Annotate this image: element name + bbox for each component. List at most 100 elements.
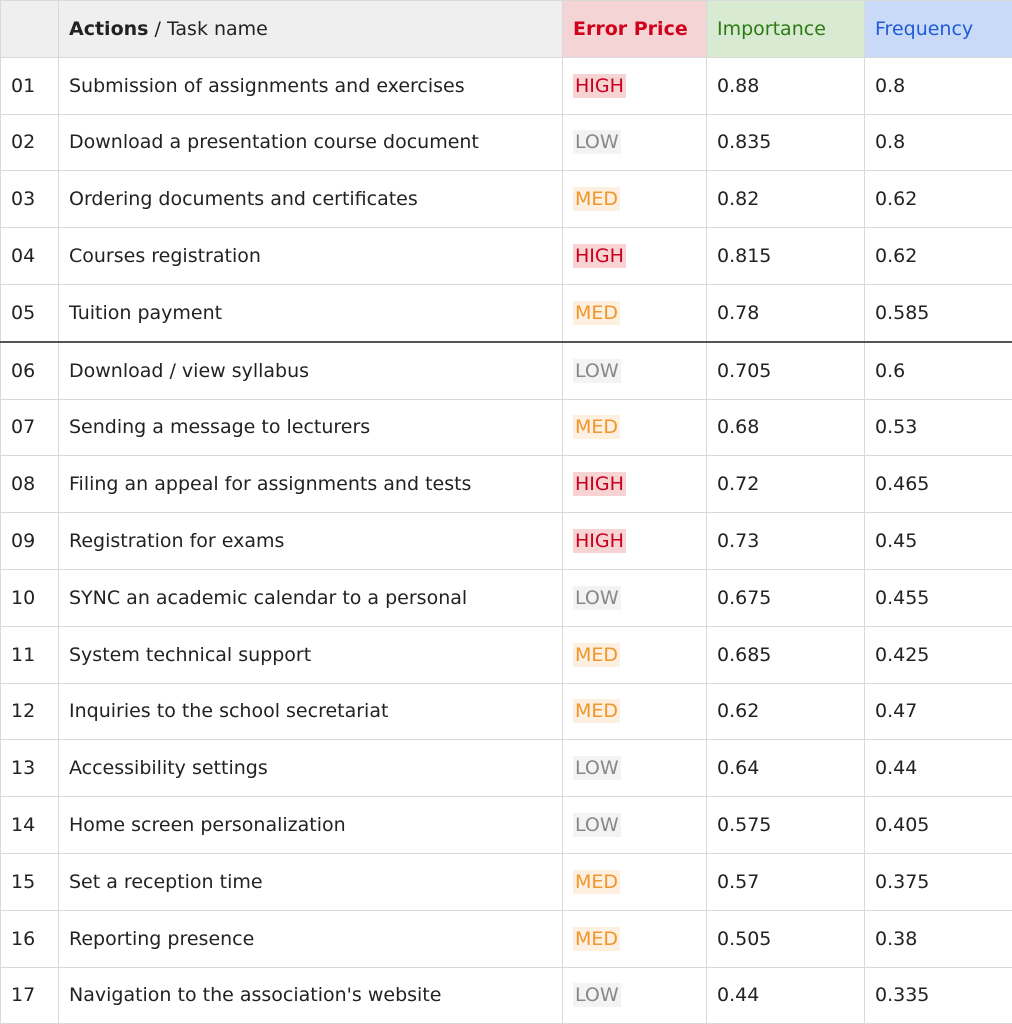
importance: 0.505 bbox=[706, 909, 865, 968]
importance: 0.685 bbox=[706, 625, 865, 684]
error-price-badge: HIGH bbox=[573, 244, 626, 269]
row-number: 08 bbox=[0, 455, 59, 514]
frequency: 0.585 bbox=[864, 283, 1012, 343]
table-row: 14 Home screen personalization LOW 0.575 0.4… bbox=[0, 796, 1012, 854]
row-number: 13 bbox=[0, 739, 59, 798]
importance: 0.815 bbox=[706, 227, 865, 285]
table-row: 05 Tuition payment MED 0.78 0.585 bbox=[0, 283, 1012, 343]
frequency: 0.62 bbox=[864, 170, 1012, 229]
importance: 0.835 bbox=[706, 113, 865, 172]
error-price-cell: LOW bbox=[562, 739, 707, 798]
task-name: Tuition payment bbox=[58, 283, 563, 343]
importance: 0.44 bbox=[706, 966, 865, 1024]
error-price-cell: LOW bbox=[562, 568, 707, 627]
frequency: 0.405 bbox=[864, 796, 1012, 854]
row-number: 10 bbox=[0, 568, 59, 627]
task-name: Courses registration bbox=[58, 227, 563, 285]
importance: 0.88 bbox=[706, 56, 865, 115]
importance: 0.72 bbox=[706, 455, 865, 514]
header-task: Actions / Task name bbox=[58, 0, 563, 58]
task-name: Inquiries to the school secretariat bbox=[58, 682, 563, 741]
error-price-badge: MED bbox=[573, 187, 621, 212]
row-number: 12 bbox=[0, 682, 59, 741]
table-row: 02 Download a presentation course documen… bbox=[0, 113, 1012, 172]
table-row: 13 Accessibility settings LOW 0.64 0.44 bbox=[0, 739, 1012, 798]
error-price-badge: MED bbox=[573, 300, 621, 325]
error-price-cell: MED bbox=[562, 170, 707, 229]
task-name: Registration for exams bbox=[58, 512, 563, 570]
error-price-cell: MED bbox=[562, 625, 707, 684]
error-price-badge: HIGH bbox=[573, 73, 626, 98]
error-price-cell: MED bbox=[562, 852, 707, 911]
error-price-badge: MED bbox=[573, 926, 621, 951]
table-row: 16 Reporting presence MED 0.505 0.38 bbox=[0, 909, 1012, 968]
task-name: Home screen personalization bbox=[58, 796, 563, 854]
error-price-cell: HIGH bbox=[562, 56, 707, 115]
frequency: 0.465 bbox=[864, 455, 1012, 514]
header-task-bold: Actions bbox=[69, 17, 149, 40]
frequency: 0.62 bbox=[864, 227, 1012, 285]
header-importance: Importance bbox=[706, 0, 865, 58]
frequency: 0.47 bbox=[864, 682, 1012, 741]
error-price-cell: HIGH bbox=[562, 512, 707, 570]
error-price-cell: LOW bbox=[562, 113, 707, 172]
row-number: 14 bbox=[0, 796, 59, 854]
error-price-cell: MED bbox=[562, 682, 707, 741]
importance: 0.57 bbox=[706, 852, 865, 911]
table-header: Actions / Task name Error Price Importan… bbox=[0, 0, 1012, 58]
frequency: 0.45 bbox=[864, 512, 1012, 570]
table-row: 04 Courses registration HIGH 0.815 0.62 bbox=[0, 227, 1012, 285]
error-price-badge: HIGH bbox=[573, 529, 626, 554]
error-price-cell: LOW bbox=[562, 796, 707, 854]
table-row: 07 Sending a message to lecturers MED 0.68 0… bbox=[0, 398, 1012, 457]
table-body: 01 Submission of assignments and exercise… bbox=[0, 56, 1012, 1024]
task-name: Ordering documents and certificates bbox=[58, 170, 563, 229]
frequency: 0.53 bbox=[864, 398, 1012, 457]
error-price-badge: MED bbox=[573, 642, 621, 667]
task-name: SYNC an academic calendar to a personal bbox=[58, 568, 563, 627]
row-number: 02 bbox=[0, 113, 59, 172]
frequency: 0.6 bbox=[864, 341, 1012, 400]
table-row: 12 Inquiries to the school secretariat MED… bbox=[0, 682, 1012, 741]
error-price-badge: MED bbox=[573, 869, 621, 894]
error-price-badge: LOW bbox=[573, 813, 621, 838]
frequency: 0.44 bbox=[864, 739, 1012, 798]
row-number: 17 bbox=[0, 966, 59, 1024]
error-price-cell: LOW bbox=[562, 341, 707, 400]
frequency: 0.8 bbox=[864, 56, 1012, 115]
importance: 0.64 bbox=[706, 739, 865, 798]
row-number: 01 bbox=[0, 56, 59, 115]
error-price-badge: LOW bbox=[573, 358, 621, 383]
task-name: System technical support bbox=[58, 625, 563, 684]
error-price-badge: MED bbox=[573, 415, 621, 440]
task-name: Download a presentation course document bbox=[58, 113, 563, 172]
frequency: 0.375 bbox=[864, 852, 1012, 911]
row-number: 16 bbox=[0, 909, 59, 968]
table-row: 09 Registration for exams HIGH 0.73 0.45 bbox=[0, 512, 1012, 570]
frequency: 0.455 bbox=[864, 568, 1012, 627]
error-price-badge: LOW bbox=[573, 130, 621, 155]
error-price-badge: HIGH bbox=[573, 472, 626, 497]
importance: 0.575 bbox=[706, 796, 865, 854]
error-price-cell: MED bbox=[562, 909, 707, 968]
row-number: 09 bbox=[0, 512, 59, 570]
frequency: 0.38 bbox=[864, 909, 1012, 968]
error-price-cell: MED bbox=[562, 283, 707, 343]
row-number: 15 bbox=[0, 852, 59, 911]
task-name: Navigation to the association's website bbox=[58, 966, 563, 1024]
table-row: 10 SYNC an academic calendar to a persona… bbox=[0, 568, 1012, 627]
table-row: 17 Navigation to the association's websit… bbox=[0, 966, 1012, 1024]
error-price-badge: LOW bbox=[573, 585, 621, 610]
error-price-cell: HIGH bbox=[562, 227, 707, 285]
error-price-badge: MED bbox=[573, 699, 621, 724]
header-task-rest: / Task name bbox=[154, 17, 268, 40]
table-row: 03 Ordering documents and certificates MED… bbox=[0, 170, 1012, 229]
importance: 0.62 bbox=[706, 682, 865, 741]
row-number: 03 bbox=[0, 170, 59, 229]
table-row: 11 System technical support MED 0.685 0.425 bbox=[0, 625, 1012, 684]
row-number: 07 bbox=[0, 398, 59, 457]
error-price-cell: MED bbox=[562, 398, 707, 457]
task-name: Filing an appeal for assignments and tes… bbox=[58, 455, 563, 514]
row-number: 11 bbox=[0, 625, 59, 684]
